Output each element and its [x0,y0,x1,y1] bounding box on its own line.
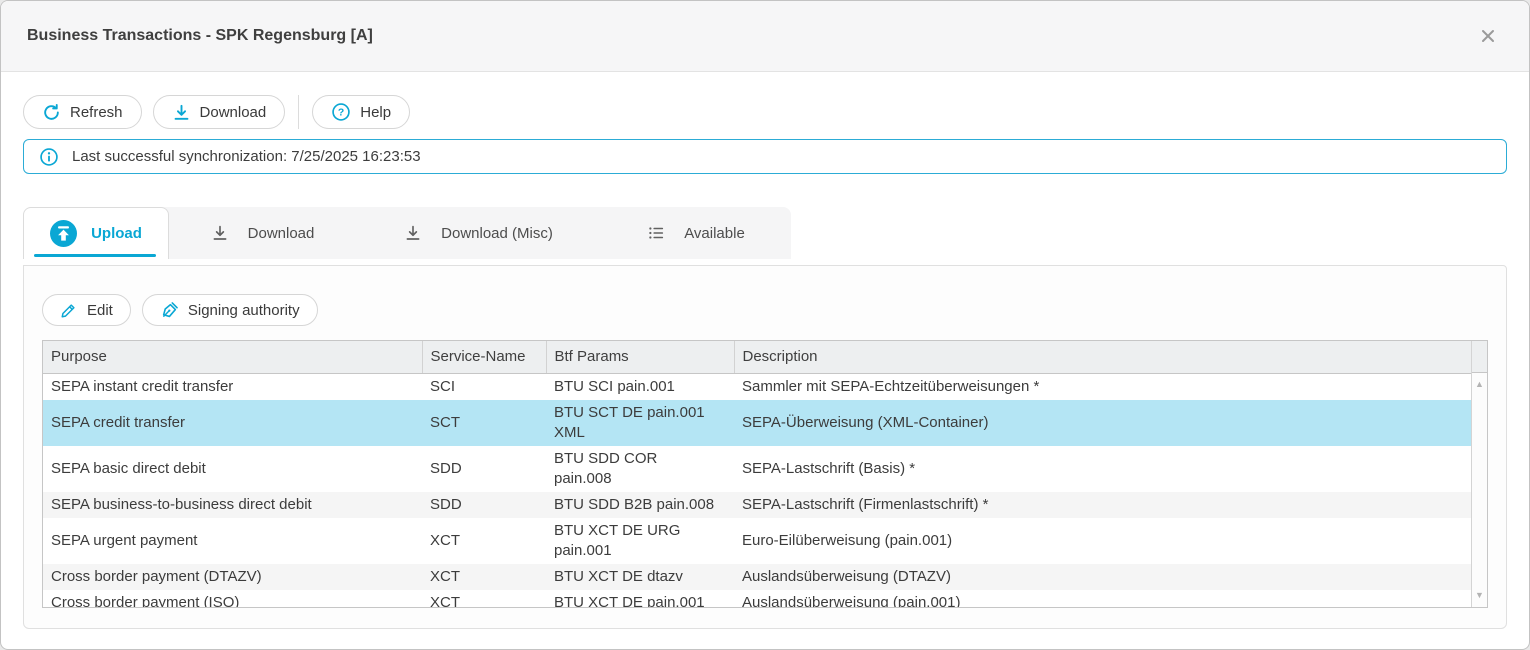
cell-description: SEPA-Überweisung (XML-Container) [742,413,989,431]
edit-label: Edit [87,301,113,319]
scroll-up-icon[interactable]: ▲ [1475,379,1484,389]
cell-description: SEPA-Lastschrift (Basis) * [742,459,916,477]
column-header-btf-params[interactable]: Btf Params [546,341,735,374]
vertical-scrollbar[interactable]: ▲ ▼ [1471,341,1487,607]
cell-btf-params: BTU XCT DE pain.001 [554,593,705,608]
table-row[interactable]: Cross border payment (DTAZV) XCT BTU XCT… [43,563,1471,590]
cell-btf-params: BTU SDD B2B pain.008 [554,495,715,513]
cell-service-name: XCT [430,567,460,585]
download-icon [172,103,191,122]
cell-service-name: SCT [430,413,460,431]
toolbar-divider [298,95,300,129]
cell-description: Auslandsüberweisung (DTAZV) [742,567,951,585]
cell-service-name: SDD [430,495,462,513]
refresh-button[interactable]: Refresh [23,95,142,129]
close-icon [1479,27,1497,45]
tab-bar: Upload Download Download (Misc) Availabl… [23,207,791,259]
dialog-title: Business Transactions - SPK Regensburg [… [27,27,373,44]
refresh-label: Refresh [70,103,123,121]
sync-info-text: Last successful synchronization: 7/25/20… [72,148,421,165]
edit-button[interactable]: Edit [42,294,131,326]
cell-service-name: XCT [430,593,460,608]
cell-service-name: XCT [430,531,460,549]
cell-purpose: SEPA business-to-business direct debit [51,495,312,513]
tab-download-misc[interactable]: Download (Misc) [356,207,601,259]
table-row[interactable]: SEPA instant credit transfer SCI BTU SCI… [43,373,1471,400]
help-button[interactable]: ? Help [312,95,411,129]
panel-actions: Edit Signing authority [42,294,1488,326]
signing-pen-icon [160,301,179,320]
toolbar: Refresh Download ? Help [23,95,1507,129]
dialog-header: Business Transactions - SPK Regensburg [… [1,1,1529,72]
help-icon: ? [331,102,351,122]
cell-description: Sammler mit SEPA-Echtzeitüberweisungen * [742,377,1040,395]
cell-purpose: SEPA credit transfer [51,413,185,431]
cell-btf-params: BTU XCT DE URG pain.001 [554,521,681,559]
cell-purpose: SEPA instant credit transfer [51,377,234,395]
tab-download-misc-label: Download (Misc) [441,224,553,242]
column-header-purpose[interactable]: Purpose [43,341,423,374]
cell-description: SEPA-Lastschrift (Firmenlastschrift) * [742,495,989,513]
tab-upload-label: Upload [91,225,142,242]
cell-purpose: SEPA basic direct debit [51,459,206,477]
refresh-icon [42,103,61,122]
tab-upload[interactable]: Upload [23,207,169,259]
signing-authority-button[interactable]: Signing authority [141,294,318,326]
table-row[interactable]: Cross border payment (ISO) XCT BTU XCT D… [43,590,1471,608]
tab-download-label: Download [247,224,315,242]
svg-text:?: ? [338,108,344,119]
edit-icon [60,301,78,319]
cell-btf-params: BTU SDD COR pain.008 [554,449,658,487]
table-row-selected[interactable]: SEPA credit transfer SCT BTU SCT DE pain… [43,399,1471,446]
upload-circle-icon [50,220,78,247]
cell-btf-params: BTU SCI pain.001 [554,377,675,395]
table-row[interactable]: SEPA urgent payment XCT BTU XCT DE URG p… [43,518,1471,564]
table-row[interactable]: SEPA basic direct debit SDD BTU SDD COR … [43,446,1471,492]
cell-service-name: SDD [430,459,462,477]
table-row[interactable]: SEPA business-to-business direct debit S… [43,491,1471,518]
tab-available-label: Available [684,224,745,242]
info-icon [39,147,59,167]
scrollbar-header-cap [1472,341,1487,373]
scroll-down-icon[interactable]: ▼ [1475,590,1484,600]
cell-btf-params: BTU XCT DE dtazv [554,567,683,585]
cell-purpose: SEPA urgent payment [51,531,198,549]
cell-service-name: SCI [430,377,456,395]
column-header-service-name[interactable]: Service-Name [422,341,547,374]
download-button[interactable]: Download [152,95,286,129]
tab-available[interactable]: Available [601,207,791,259]
cell-purpose: Cross border payment (DTAZV) [51,567,262,585]
list-icon [647,224,665,242]
column-header-description[interactable]: Description [734,341,1471,374]
cell-description: Euro-Eilüberweisung (pain.001) [742,531,953,549]
tab-download[interactable]: Download [169,207,356,259]
help-label: Help [360,103,392,121]
business-transactions-table: Purpose Service-Name Btf Params Descript… [42,340,1488,608]
close-button[interactable] [1473,21,1503,51]
signing-authority-label: Signing authority [187,301,300,319]
upload-tab-panel: Edit Signing authority Purpose Service-N… [23,265,1507,629]
cell-purpose: Cross border payment (ISO) [51,593,240,608]
cell-btf-params: BTU SCT DE pain.001 XML [554,403,705,441]
download-tab-icon [211,224,229,242]
download-tab-icon [404,224,422,242]
sync-info-bar: Last successful synchronization: 7/25/20… [23,139,1507,174]
table-header-row: Purpose Service-Name Btf Params Descript… [43,341,1471,374]
cell-description: Auslandsüberweisung (pain.001) [742,593,961,608]
download-label: Download [199,103,267,121]
